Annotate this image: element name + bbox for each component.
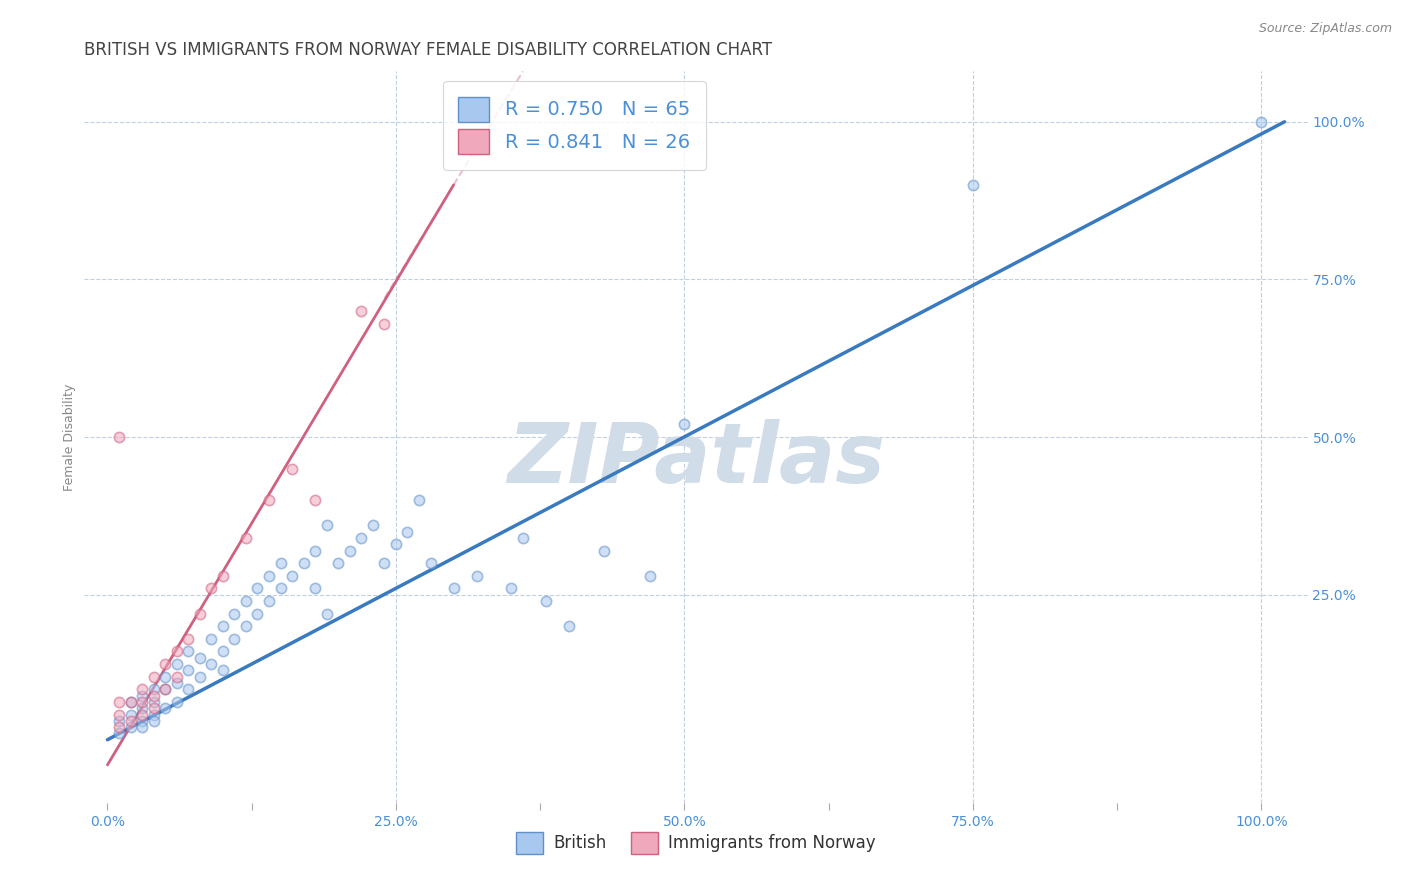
Point: [281, 461, 304, 475]
Point: [131, 695, 153, 709]
Point: [235, 531, 257, 545]
Point: [131, 714, 153, 728]
Point: [142, 701, 165, 715]
Text: ZIPatlas: ZIPatlas: [508, 418, 884, 500]
Point: [108, 695, 131, 709]
Point: [592, 543, 614, 558]
Point: [200, 632, 222, 646]
Text: BRITISH VS IMMIGRANTS FROM NORWAY FEMALE DISABILITY CORRELATION CHART: BRITISH VS IMMIGRANTS FROM NORWAY FEMALE…: [84, 41, 772, 59]
Point: [153, 657, 176, 671]
Point: [408, 493, 430, 508]
Point: [211, 619, 233, 633]
Point: [211, 644, 233, 658]
Point: [443, 582, 465, 596]
Point: [142, 714, 165, 728]
Point: [257, 594, 280, 608]
Point: [177, 664, 200, 678]
Point: [235, 594, 257, 608]
Point: [166, 644, 188, 658]
Point: [638, 569, 661, 583]
Point: [304, 543, 326, 558]
Point: [142, 670, 165, 684]
Point: [270, 556, 292, 570]
Point: [373, 556, 395, 570]
Point: [131, 701, 153, 715]
Point: [396, 524, 419, 539]
Legend: British, Immigrants from Norway: British, Immigrants from Norway: [510, 826, 882, 860]
Point: [131, 682, 153, 697]
Point: [304, 582, 326, 596]
Point: [501, 582, 523, 596]
Point: [153, 670, 176, 684]
Point: [166, 676, 188, 690]
Point: [131, 720, 153, 734]
Point: [385, 537, 408, 551]
Point: [361, 518, 384, 533]
Point: [350, 304, 373, 318]
Point: [270, 582, 292, 596]
Point: [166, 657, 188, 671]
Point: [142, 707, 165, 722]
Point: [304, 493, 326, 508]
Point: [200, 657, 222, 671]
Point: [328, 556, 350, 570]
Point: [142, 689, 165, 703]
Point: [465, 569, 488, 583]
Point: [142, 695, 165, 709]
Point: [246, 607, 269, 621]
Point: [1250, 115, 1272, 129]
Point: [120, 695, 142, 709]
Point: [131, 707, 153, 722]
Point: [108, 720, 131, 734]
Point: [188, 607, 211, 621]
Point: [153, 682, 176, 697]
Point: [177, 632, 200, 646]
Point: [177, 682, 200, 697]
Point: [257, 493, 280, 508]
Point: [339, 543, 361, 558]
Point: [131, 689, 153, 703]
Point: [153, 682, 176, 697]
Point: [166, 695, 188, 709]
Point: [108, 726, 131, 740]
Point: [224, 632, 246, 646]
Text: Source: ZipAtlas.com: Source: ZipAtlas.com: [1258, 22, 1392, 36]
Point: [419, 556, 441, 570]
Point: [108, 707, 131, 722]
Point: [224, 607, 246, 621]
Point: [534, 594, 557, 608]
Point: [373, 317, 395, 331]
Point: [188, 650, 211, 665]
Point: [315, 607, 337, 621]
Point: [211, 664, 233, 678]
Point: [166, 670, 188, 684]
Point: [962, 178, 984, 192]
Y-axis label: Female Disability: Female Disability: [63, 384, 76, 491]
Point: [257, 569, 280, 583]
Point: [200, 582, 222, 596]
Point: [120, 707, 142, 722]
Point: [292, 556, 315, 570]
Point: [120, 714, 142, 728]
Point: [673, 417, 696, 432]
Point: [246, 582, 269, 596]
Point: [558, 619, 581, 633]
Point: [235, 619, 257, 633]
Point: [350, 531, 373, 545]
Point: [108, 714, 131, 728]
Point: [211, 569, 233, 583]
Point: [512, 531, 534, 545]
Point: [108, 430, 131, 444]
Point: [315, 518, 337, 533]
Point: [153, 701, 176, 715]
Point: [281, 569, 304, 583]
Point: [120, 695, 142, 709]
Point: [177, 644, 200, 658]
Point: [120, 720, 142, 734]
Point: [188, 670, 211, 684]
Point: [142, 682, 165, 697]
